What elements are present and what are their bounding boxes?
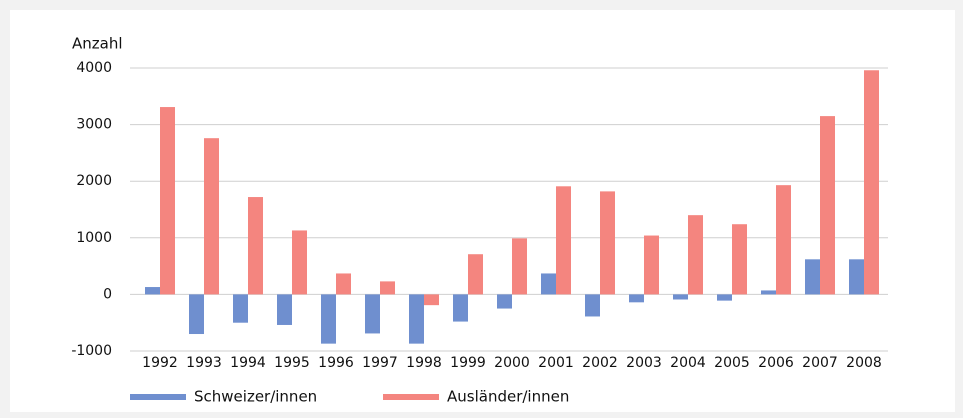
bar (556, 186, 571, 295)
bar (497, 294, 512, 309)
bar (453, 294, 468, 322)
bar (717, 294, 732, 301)
bar (204, 138, 219, 295)
bar (292, 230, 307, 295)
bar (321, 294, 336, 344)
x-tick-label: 2008 (846, 355, 882, 371)
x-tick-label: 2000 (494, 355, 530, 371)
bar (541, 273, 556, 295)
y-tick-label: 3000 (76, 117, 112, 133)
x-tick-label: 1993 (186, 355, 222, 371)
bar (673, 294, 688, 300)
y-tick-label: 1000 (76, 230, 112, 246)
bar (409, 294, 424, 344)
x-tick-label: 1994 (230, 355, 266, 371)
bar (600, 191, 615, 295)
bar (761, 290, 776, 295)
x-tick-label: 2001 (538, 355, 574, 371)
legend-swatch (130, 394, 186, 400)
legend-label: Schweizer/innen (194, 388, 317, 406)
chart-background (10, 10, 955, 412)
bar (688, 215, 703, 295)
bar (380, 281, 395, 295)
x-tick-label: 2003 (626, 355, 662, 371)
x-tick-label: 2005 (714, 355, 750, 371)
x-tick-label: 1997 (362, 355, 398, 371)
x-tick-label: 2002 (582, 355, 618, 371)
legend-label: Ausländer/innen (447, 388, 569, 406)
legend-swatch (383, 394, 439, 400)
y-axis-label: Anzahl (72, 35, 123, 53)
bar (277, 294, 292, 325)
bar (365, 294, 380, 334)
bar (805, 259, 820, 295)
bar (585, 294, 600, 317)
bar (336, 273, 351, 295)
bar (248, 197, 263, 295)
bar (644, 235, 659, 295)
x-tick-label: 2006 (758, 355, 794, 371)
bar (732, 224, 747, 295)
y-tick-label: -1000 (71, 343, 112, 359)
bar (820, 116, 835, 295)
y-tick-label: 2000 (76, 173, 112, 189)
bar (512, 238, 527, 295)
y-tick-label: 4000 (76, 60, 112, 76)
x-tick-label: 2007 (802, 355, 838, 371)
x-tick-label: 2004 (670, 355, 706, 371)
bar (468, 254, 483, 295)
bar (629, 294, 644, 303)
y-tick-label: 0 (103, 286, 112, 302)
bar (145, 287, 160, 295)
x-tick-label: 1999 (450, 355, 486, 371)
bar (849, 259, 864, 295)
bar (233, 294, 248, 323)
bar (776, 185, 791, 295)
bar (189, 294, 204, 335)
x-tick-label: 1995 (274, 355, 310, 371)
bar (160, 107, 175, 295)
bar (864, 70, 879, 295)
bar (424, 294, 439, 306)
x-tick-label: 1992 (142, 355, 178, 371)
x-tick-label: 1998 (406, 355, 442, 371)
x-tick-label: 1996 (318, 355, 354, 371)
